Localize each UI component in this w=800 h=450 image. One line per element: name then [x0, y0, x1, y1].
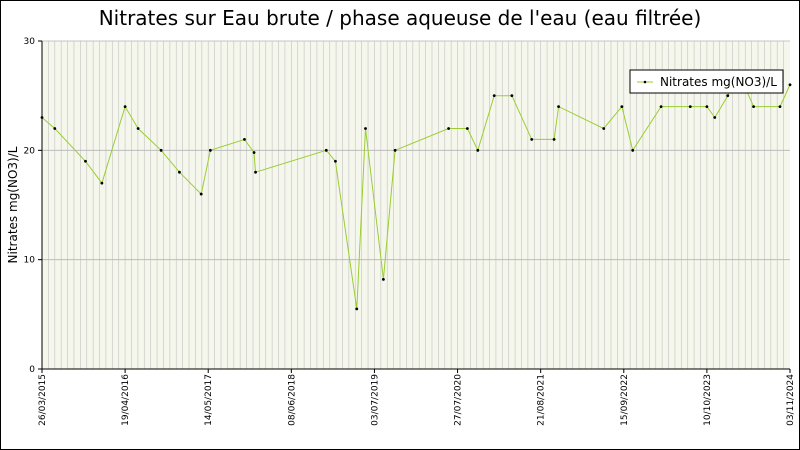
data-point [726, 94, 730, 98]
data-point [252, 151, 256, 154]
legend-box [629, 69, 784, 94]
data-point [778, 105, 782, 108]
y-tick-label: 0 [29, 365, 35, 375]
x-tick-label: 03/11/2024 [786, 374, 796, 426]
data-point [465, 127, 469, 130]
data-point [510, 94, 514, 98]
y-tick-label: 20 [24, 146, 36, 156]
x-tick-label: 26/03/2015 [38, 374, 48, 426]
series-group [40, 72, 792, 311]
data-point [688, 105, 692, 108]
data-point [620, 105, 624, 108]
data-point [159, 148, 163, 152]
data-point [334, 159, 337, 163]
data-point [324, 148, 328, 152]
legend-swatch-marker [643, 80, 647, 84]
data-point [199, 192, 203, 196]
y-tick-label: 10 [24, 256, 36, 266]
data-point [659, 105, 663, 108]
data-point [557, 105, 560, 108]
plot-background [42, 41, 790, 369]
data-point [752, 105, 755, 108]
data-point [100, 181, 104, 185]
y-axis-title: Nitrates mg(NO3)/L [6, 146, 20, 263]
y-tick-label: 30 [24, 37, 36, 47]
data-point [393, 148, 397, 152]
data-point [631, 148, 635, 152]
data-point [381, 277, 385, 281]
data-point [178, 170, 181, 174]
data-point [476, 148, 480, 152]
data-point [136, 127, 140, 130]
data-point [447, 127, 451, 130]
x-tick-label: 19/04/2016 [121, 374, 131, 426]
data-point [254, 170, 257, 174]
minor-grid [48, 41, 784, 369]
data-point [788, 83, 792, 87]
data-point [492, 94, 496, 98]
x-tick-label: 21/08/2021 [537, 374, 547, 426]
legend: Nitrates mg(NO3)/L [629, 69, 784, 94]
x-tick-label: 15/09/2022 [620, 374, 630, 426]
x-tick-label: 10/10/2023 [703, 374, 713, 426]
data-point [84, 159, 87, 163]
axes [38, 40, 791, 373]
data-point [243, 138, 246, 141]
x-tick-labels: 26/03/2015 19/04/2016 14/05/2017 08/06/2018… [38, 374, 796, 426]
data-point [40, 116, 44, 119]
legend-label: Nitrates mg(NO3)/L [660, 75, 777, 89]
data-point [530, 138, 534, 141]
x-tick-label: 27/07/2020 [454, 374, 464, 426]
data-point [364, 127, 367, 130]
data-point [713, 116, 717, 119]
chart-title: Nitrates sur Eau brute / phase aqueuse d… [98, 6, 702, 30]
y-tick-labels: 0 10 20 30 [24, 37, 36, 375]
major-grid [42, 40, 790, 261]
x-tick-label: 08/06/2018 [287, 374, 297, 426]
data-point [552, 138, 556, 141]
data-point [123, 105, 127, 108]
data-point [53, 127, 57, 130]
data-point [355, 307, 359, 311]
x-tick-label: 03/07/2019 [370, 374, 380, 426]
data-point [208, 148, 212, 152]
data-point [705, 105, 709, 108]
data-point [602, 127, 606, 130]
x-tick-label: 14/05/2017 [204, 374, 214, 426]
